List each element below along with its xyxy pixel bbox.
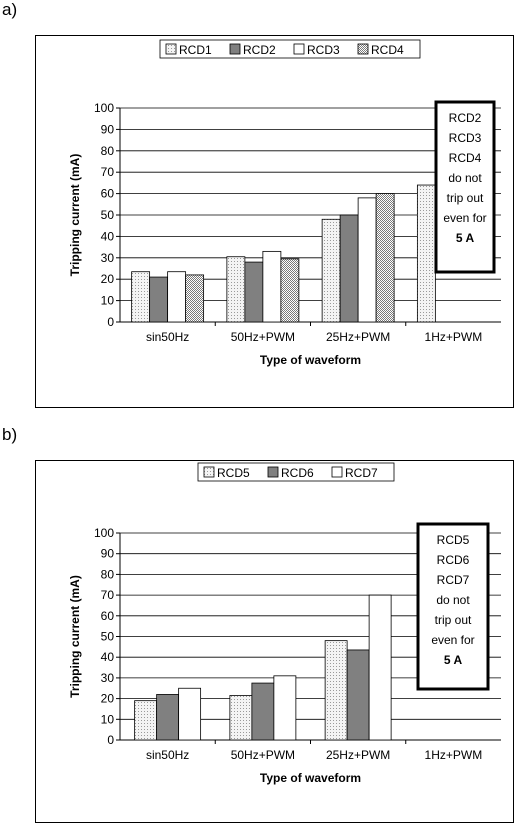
- y-tick-label: 90: [101, 122, 115, 136]
- legend-swatch-rcd4: [357, 43, 369, 55]
- y-tick-label: 10: [101, 294, 115, 308]
- y-tick-label: 90: [101, 547, 115, 561]
- y-tick-label: 80: [101, 144, 115, 158]
- legend-box: [197, 462, 395, 482]
- legend-label-rcd4: RCD4: [371, 43, 404, 57]
- x-tick-label: sin50Hz: [146, 330, 189, 344]
- y-tick-label: 50: [101, 208, 115, 222]
- annotation-line: RCD7: [437, 573, 470, 587]
- y-tick-label: 60: [101, 609, 115, 623]
- annotation-box: [434, 100, 496, 274]
- x-tick-label: 25Hz+PWM: [326, 330, 390, 344]
- legend-label-rcd7: RCD7: [345, 466, 378, 480]
- x-axis-title: Type of waveform: [260, 771, 361, 785]
- bar-rcd7: [273, 675, 297, 741]
- legend-swatch-rcd2: [229, 43, 241, 55]
- y-tick-label: 60: [101, 187, 115, 201]
- y-tick-label: 50: [101, 630, 115, 644]
- legend-label-rcd5: RCD5: [217, 466, 250, 480]
- bar-rcd5: [229, 695, 253, 741]
- y-tick-label: 30: [101, 251, 115, 265]
- annotation-line: even for: [443, 211, 486, 225]
- panel-label-a: a): [2, 0, 18, 19]
- y-tick-label: 20: [101, 692, 115, 706]
- annotation-line: trip out: [435, 613, 472, 627]
- annotation-line: RCD3: [449, 131, 482, 145]
- annotation-line: RCD2: [449, 111, 482, 125]
- x-tick-label: 1Hz+PWM: [425, 748, 483, 762]
- y-tick-label: 70: [101, 588, 115, 602]
- annotation-line: do not: [436, 593, 470, 607]
- x-tick-label: sin50Hz: [146, 748, 189, 762]
- y-tick-label: 0: [107, 733, 114, 747]
- y-axis-title: Tripping current (mA): [68, 575, 82, 698]
- x-tick-label: 25Hz+PWM: [326, 748, 390, 762]
- panel-label-b: b): [2, 425, 18, 444]
- y-tick-label: 30: [101, 671, 115, 685]
- legend-box: [159, 39, 421, 59]
- x-tick-label: 1Hz+PWM: [425, 330, 483, 344]
- bar-rcd4: [375, 193, 395, 323]
- y-tick-label: 100: [94, 101, 114, 115]
- legend-swatch-rcd7: [331, 466, 343, 478]
- y-tick-label: 0: [107, 315, 114, 329]
- bar-rcd6: [346, 649, 370, 741]
- bar-rcd7: [178, 687, 202, 741]
- annotation-box: [416, 522, 490, 691]
- annotation-line: 5 A: [456, 231, 475, 245]
- legend-label-rcd3: RCD3: [307, 43, 340, 57]
- annotation-line: RCD4: [449, 151, 482, 165]
- bar-rcd5: [324, 640, 348, 741]
- x-tick-label: 50Hz+PWM: [231, 748, 295, 762]
- legend-swatch-rcd3: [293, 43, 305, 55]
- y-tick-label: 20: [101, 272, 115, 286]
- bar-rcd4: [280, 258, 300, 323]
- bar-rcd5: [134, 700, 158, 741]
- legend-label-rcd1: RCD1: [179, 43, 212, 57]
- legend-label-rcd2: RCD2: [243, 43, 276, 57]
- bar-rcd4: [185, 274, 205, 323]
- annotation-line: RCD6: [437, 553, 470, 567]
- bar-rcd7: [368, 594, 392, 741]
- y-tick-label: 10: [101, 712, 115, 726]
- legend-label-rcd6: RCD6: [281, 466, 314, 480]
- legend-swatch-rcd5: [203, 466, 215, 478]
- y-tick-label: 80: [101, 567, 115, 581]
- bar-rcd6: [251, 682, 275, 741]
- y-tick-label: 40: [101, 650, 115, 664]
- x-axis-title: Type of waveform: [260, 353, 361, 367]
- bar-rcd6: [156, 694, 180, 741]
- annotation-line: 5 A: [444, 653, 463, 667]
- annotation-line: RCD5: [437, 533, 470, 547]
- annotation-line: even for: [431, 633, 474, 647]
- y-tick-label: 70: [101, 165, 115, 179]
- y-tick-label: 40: [101, 229, 115, 243]
- y-axis-title: Tripping current (mA): [68, 154, 82, 277]
- x-tick-label: 50Hz+PWM: [231, 330, 295, 344]
- annotation-line: trip out: [447, 191, 484, 205]
- legend-swatch-rcd1: [165, 43, 177, 55]
- y-tick-label: 100: [94, 526, 114, 540]
- legend-swatch-rcd6: [267, 466, 279, 478]
- annotation-line: do not: [448, 171, 482, 185]
